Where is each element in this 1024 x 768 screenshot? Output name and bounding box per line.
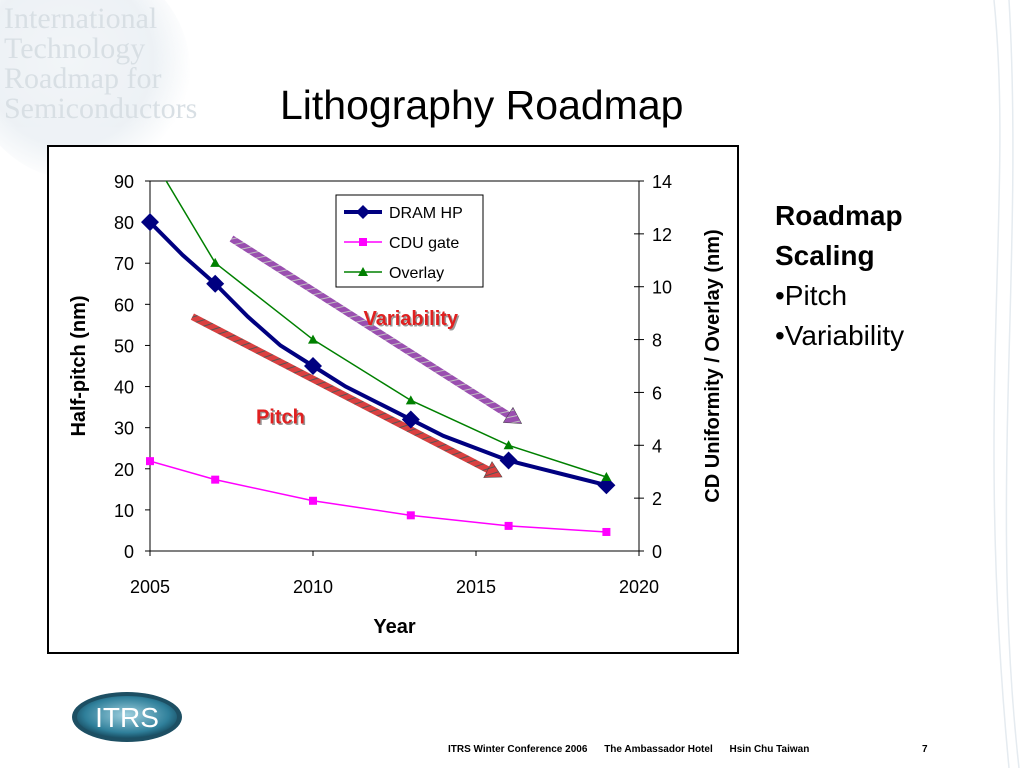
footer: ITRS Winter Conference 2006 The Ambassad…: [448, 744, 823, 755]
watermark-line-3: Roadmap for: [4, 62, 162, 95]
y-tick-label: 0: [124, 542, 134, 562]
y-tick-label: 30: [114, 419, 134, 439]
arrow-head: [483, 461, 503, 478]
data-point-dram: [304, 357, 322, 375]
side-heading-1: Roadmap: [775, 200, 903, 231]
side-bullet-pitch: •Pitch: [775, 280, 848, 311]
annotation-shadow: Pitch: [257, 408, 306, 430]
data-point-cdu: [504, 521, 513, 530]
slide-title: Lithography Roadmap: [280, 82, 684, 128]
data-point-overlay: [405, 395, 416, 405]
y-tick-label: 60: [114, 295, 134, 315]
y-axis-label: Half-pitch (nm): [68, 295, 90, 436]
series-line-cdu-gate: [150, 460, 607, 533]
y2-tick-label: 6: [652, 383, 662, 403]
y-tick-label: 10: [114, 501, 134, 521]
y2-axis-label: CD Uniformity / Overlay (nm): [702, 229, 724, 502]
data-point-dram: [206, 274, 225, 293]
legend-marker-triangle: [358, 267, 368, 276]
annotation-label: Pitch: [256, 407, 305, 429]
data-point-cdu: [211, 475, 220, 484]
y2-tick-label: 0: [652, 542, 662, 562]
page-number: 7: [922, 744, 928, 755]
logo-text: ITRS: [95, 702, 159, 733]
y-tick-label: 20: [114, 460, 134, 480]
data-point-overlay: [210, 257, 221, 267]
y-tick-label: 80: [114, 213, 134, 233]
y-tick-label: 50: [114, 336, 134, 356]
data-point-overlay: [601, 472, 612, 481]
data-point-cdu: [309, 496, 317, 505]
arrow-shaft: [229, 235, 512, 419]
legend-marker-square: [359, 238, 367, 246]
x-tick-label: 2015: [456, 577, 496, 597]
y-tick-label: 70: [114, 254, 134, 274]
decorative-edge-lines: [993, 0, 1020, 768]
y-tick-label: 90: [114, 172, 134, 192]
side-heading-2: Scaling: [775, 240, 875, 271]
chart-frame: 0 10 20 30 40 50 60 70 80 90 0 2 4 6 8 10 12 14 2005 2010 20…: [47, 145, 739, 654]
side-bullet-variability: •Variability: [775, 320, 905, 351]
footer-conference: ITRS Winter Conference 2006: [448, 744, 588, 755]
background-watermark: International Technology Roadmap for Sem…: [0, 0, 300, 200]
legend-label: DRAM HP: [389, 205, 463, 222]
data-point-dram: [499, 451, 518, 470]
legend-label: CDU gate: [389, 235, 459, 252]
arrow-shaft: [190, 313, 492, 474]
data-point-dram: [401, 410, 420, 429]
data-point-overlay: [308, 334, 318, 344]
y2-tick-label: 4: [652, 436, 662, 456]
x-axis-label: Year: [373, 616, 415, 638]
annotation-shadow: Variability: [365, 309, 460, 331]
series-line-dram-hp: [150, 220, 607, 488]
watermark-line-1: International: [4, 2, 158, 35]
watermark-line-4: Semiconductors: [4, 92, 198, 125]
legend-label: Overlay: [389, 265, 444, 282]
arrow-head: [502, 406, 523, 424]
y2-tick-label: 12: [652, 225, 672, 245]
annotation-arrow-variability: [229, 235, 523, 424]
footer-venue: The Ambassador Hotel: [604, 744, 713, 755]
series-line-overlay: [165, 181, 607, 478]
annotation-label: Variability: [364, 308, 459, 330]
watermark-line-2: Technology: [4, 32, 146, 65]
chart: 0 10 20 30 40 50 60 70 80 90 0 2 4 6 8 10 12 14 2005 2010 20…: [68, 172, 724, 638]
x-tick-label: 2010: [293, 577, 333, 597]
x-tick-label: 2020: [619, 577, 659, 597]
footer-location: Hsin Chu Taiwan: [729, 744, 810, 755]
side-panel: Roadmap Scaling •Pitch •Variability: [775, 196, 904, 356]
y2-tick-label: 14: [652, 172, 672, 192]
annotation-arrow-pitch: [190, 313, 503, 478]
data-point-dram: [141, 213, 159, 232]
itrs-logo: ITRS: [72, 692, 182, 742]
y-tick-label: 40: [114, 378, 134, 398]
data-point-overlay: [503, 440, 514, 450]
x-tick-label: 2005: [130, 577, 170, 597]
data-point-cdu: [406, 511, 415, 520]
data-point-cdu: [146, 457, 154, 466]
y2-tick-label: 8: [652, 331, 662, 351]
legend-marker-diamond: [356, 205, 370, 219]
y2-tick-label: 2: [652, 489, 662, 509]
data-point-cdu: [602, 527, 611, 536]
y2-tick-label: 10: [652, 278, 672, 298]
